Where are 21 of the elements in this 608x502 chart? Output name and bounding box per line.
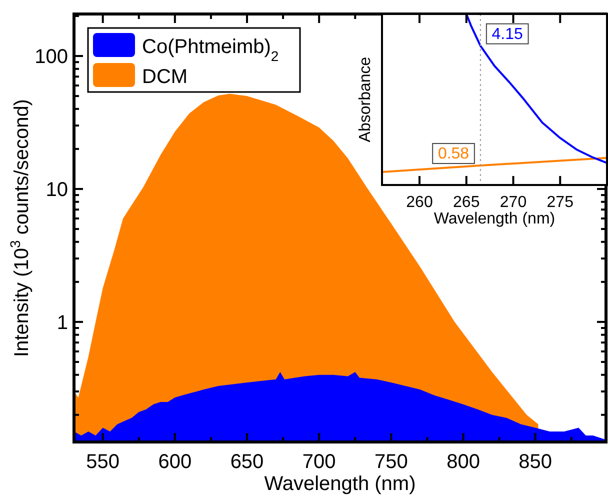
y-tick-label: 1: [56, 312, 68, 334]
x-tick-label: 275: [546, 194, 574, 211]
x-axis-title: Wavelength (nm): [264, 473, 416, 495]
x-tick-label: 270: [500, 194, 527, 211]
annotation: 0.58: [438, 146, 470, 163]
x-tick-label: 550: [86, 451, 120, 473]
x-tick-label: 650: [230, 451, 264, 473]
x-tick-label: 850: [518, 451, 552, 473]
x-tick-label: 800: [446, 451, 480, 473]
legend-label: DCM: [142, 66, 188, 88]
legend-label: Co(Phtmeimb)$_{2}$: [142, 36, 279, 64]
x-tick-label: 600: [158, 451, 192, 473]
y-axis-title: Absorbance: [357, 56, 374, 142]
y-tick-label: 100: [34, 46, 68, 68]
y-tick-label: 10: [46, 178, 68, 201]
x-tick-label: 260: [406, 194, 433, 211]
x-tick-label: 750: [374, 451, 408, 473]
x-tick-label: 700: [302, 451, 336, 473]
x-tick-label: 265: [453, 194, 480, 211]
x-axis-title: Wavelength (nm): [434, 210, 556, 228]
annotation: 4.15: [492, 26, 524, 43]
